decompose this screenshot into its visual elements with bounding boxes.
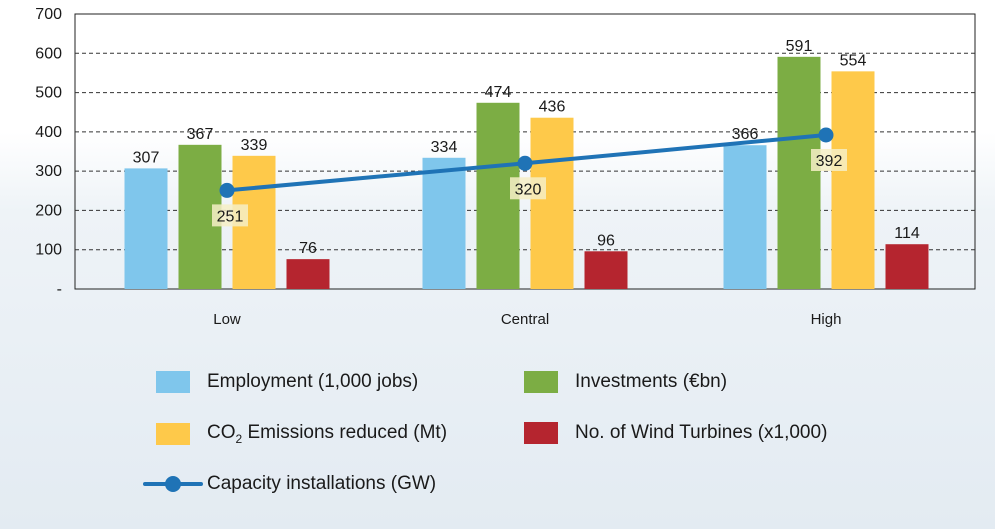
bar-data-label: 307 [133,149,160,166]
bar-data-label: 367 [187,126,214,143]
legend-label-capacity: Capacity installations (GW) [207,473,437,494]
y-tick-label: 100 [35,242,62,259]
legend-label-investments: Investments (€bn) [575,371,728,392]
bar-data-label: 366 [732,126,759,143]
plot-area [74,13,976,290]
y-tick-label: 400 [35,124,62,141]
chart: 700 600 500 400 300 200 100 - 307 334 366 367 474 59… [35,6,976,328]
legend-label-turbines: No. of Wind Turbines (x1,000) [575,422,828,443]
legend-label-employment: Employment (1,000 jobs) [207,371,419,392]
x-category-label: High [811,311,842,328]
capacity-label-bg [510,177,546,200]
legend-item-capacity: Capacity installations (GW) [143,473,436,495]
bar-data-label: 76 [299,240,317,257]
capacity-data-label: 251 [217,208,244,225]
y-tick-label: 700 [35,6,62,23]
bar [723,145,767,289]
legend-item-co2: CO2 Emissions reduced (Mt) [156,422,447,446]
legend-swatch-turbines [524,422,558,444]
bar [286,259,330,289]
capacity-label-bg [811,149,847,171]
y-tick-label: 300 [35,163,62,180]
y-tick-label: 600 [35,45,62,62]
legend-item-turbines: No. of Wind Turbines (x1,000) [524,422,827,444]
y-axis-ticks: 700 600 500 400 300 200 100 - [35,6,62,298]
bar-data-label: 334 [431,139,458,156]
capacity-point [818,127,834,143]
x-category-label: Low [213,311,241,328]
bar-data-label: 474 [485,84,512,101]
bar [124,168,168,289]
capacity-data-label: 320 [515,181,542,198]
bar-labels: 307 334 366 367 474 591 339 436 554 76 96 114 [133,38,920,257]
bar-data-label: 436 [539,99,566,116]
legend-swatch-capacity [143,473,203,495]
legend-swatch-co2 [156,422,190,445]
x-category-label: Central [501,311,549,328]
bar [584,251,628,289]
bar [885,244,929,289]
bar-data-label: 554 [840,52,867,69]
bar [530,117,574,289]
capacity-point [219,182,235,198]
bar-data-label: 339 [241,137,268,154]
bars [124,56,929,290]
legend-item-investments: Investments (€bn) [524,371,727,393]
bar-data-label: 591 [786,38,813,55]
x-axis-categories: Low Central High [213,311,841,328]
legend-item-employment: Employment (1,000 jobs) [156,371,418,393]
y-tick-label: 200 [35,202,62,219]
bar [831,71,875,289]
legend-swatch-investments [524,371,558,393]
legend-label-co2: CO2 Emissions reduced (Mt) [207,422,448,446]
y-tick-label: 500 [35,85,62,102]
bar [422,157,466,289]
capacity-label-bg [212,204,248,227]
y-tick-label: - [57,281,62,298]
capacity-data-label: 392 [816,153,843,170]
capacity-line: 251 320 392 [212,127,847,227]
bar-data-label: 96 [597,232,615,249]
capacity-point [517,155,533,171]
bar-data-label: 114 [894,225,920,242]
bar [777,56,821,290]
legend-swatch-employment [156,371,190,393]
